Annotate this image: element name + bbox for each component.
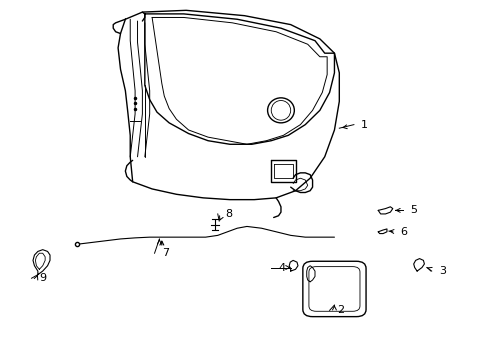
Text: 5: 5 [409,205,416,215]
Text: 9: 9 [39,273,46,283]
Text: 4: 4 [278,262,285,273]
Text: 8: 8 [224,209,232,219]
Text: 3: 3 [438,266,445,276]
Text: 7: 7 [162,248,169,258]
Text: 2: 2 [336,305,343,315]
Text: 6: 6 [399,227,406,237]
Text: 1: 1 [361,120,367,130]
